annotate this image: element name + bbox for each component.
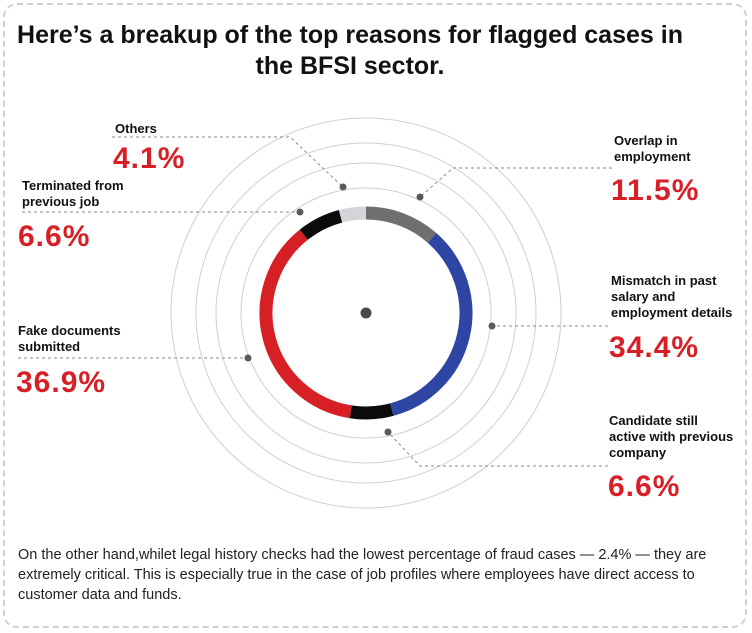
donut-slice-1 xyxy=(365,206,437,243)
guide-ring-4 xyxy=(170,117,562,509)
leader-line-candidate-active xyxy=(387,431,608,467)
donut-slice-3 xyxy=(349,403,394,420)
donut-slice-4 xyxy=(259,229,352,419)
donut-slice-5 xyxy=(299,210,343,240)
value-mismatch: 34.4% xyxy=(609,331,700,364)
guide-ring-3 xyxy=(195,142,537,484)
label-candidate-active: Candidate still active with previous com… xyxy=(609,413,734,460)
guide-ring-2 xyxy=(215,162,517,464)
label-others: Others xyxy=(115,121,157,136)
label-overlap: Overlap in employment xyxy=(614,133,691,164)
infographic-card xyxy=(3,3,747,628)
leader-dot-terminated xyxy=(296,208,304,216)
leader-dot-candidate-active xyxy=(384,428,392,436)
leader-line-overlap xyxy=(419,167,612,198)
leader-dot-fake-documents xyxy=(244,354,252,362)
footer-note: On the other hand,whilet legal history c… xyxy=(18,547,707,603)
donut-slice-6 xyxy=(338,206,367,223)
value-terminated: 6.6% xyxy=(18,220,91,253)
value-overlap: 11.5% xyxy=(611,174,700,207)
leader-dot-others xyxy=(339,183,347,191)
center-dot xyxy=(360,307,372,319)
leader-dot-overlap xyxy=(416,193,424,201)
value-candidate-active: 6.6% xyxy=(608,470,681,503)
value-fake-documents: 36.9% xyxy=(16,366,107,399)
value-others: 4.1% xyxy=(113,142,186,175)
leader-dot-mismatch xyxy=(488,322,496,330)
label-fake-documents: Fake documents submitted xyxy=(18,323,121,354)
label-terminated: Terminated from previous job xyxy=(22,178,124,209)
guide-ring-1 xyxy=(240,187,492,439)
chart-title: Here’s a breakup of the top reasons for … xyxy=(17,21,683,80)
label-mismatch: Mismatch in past salary and employment d… xyxy=(611,273,733,320)
donut-slice-2 xyxy=(390,233,473,416)
